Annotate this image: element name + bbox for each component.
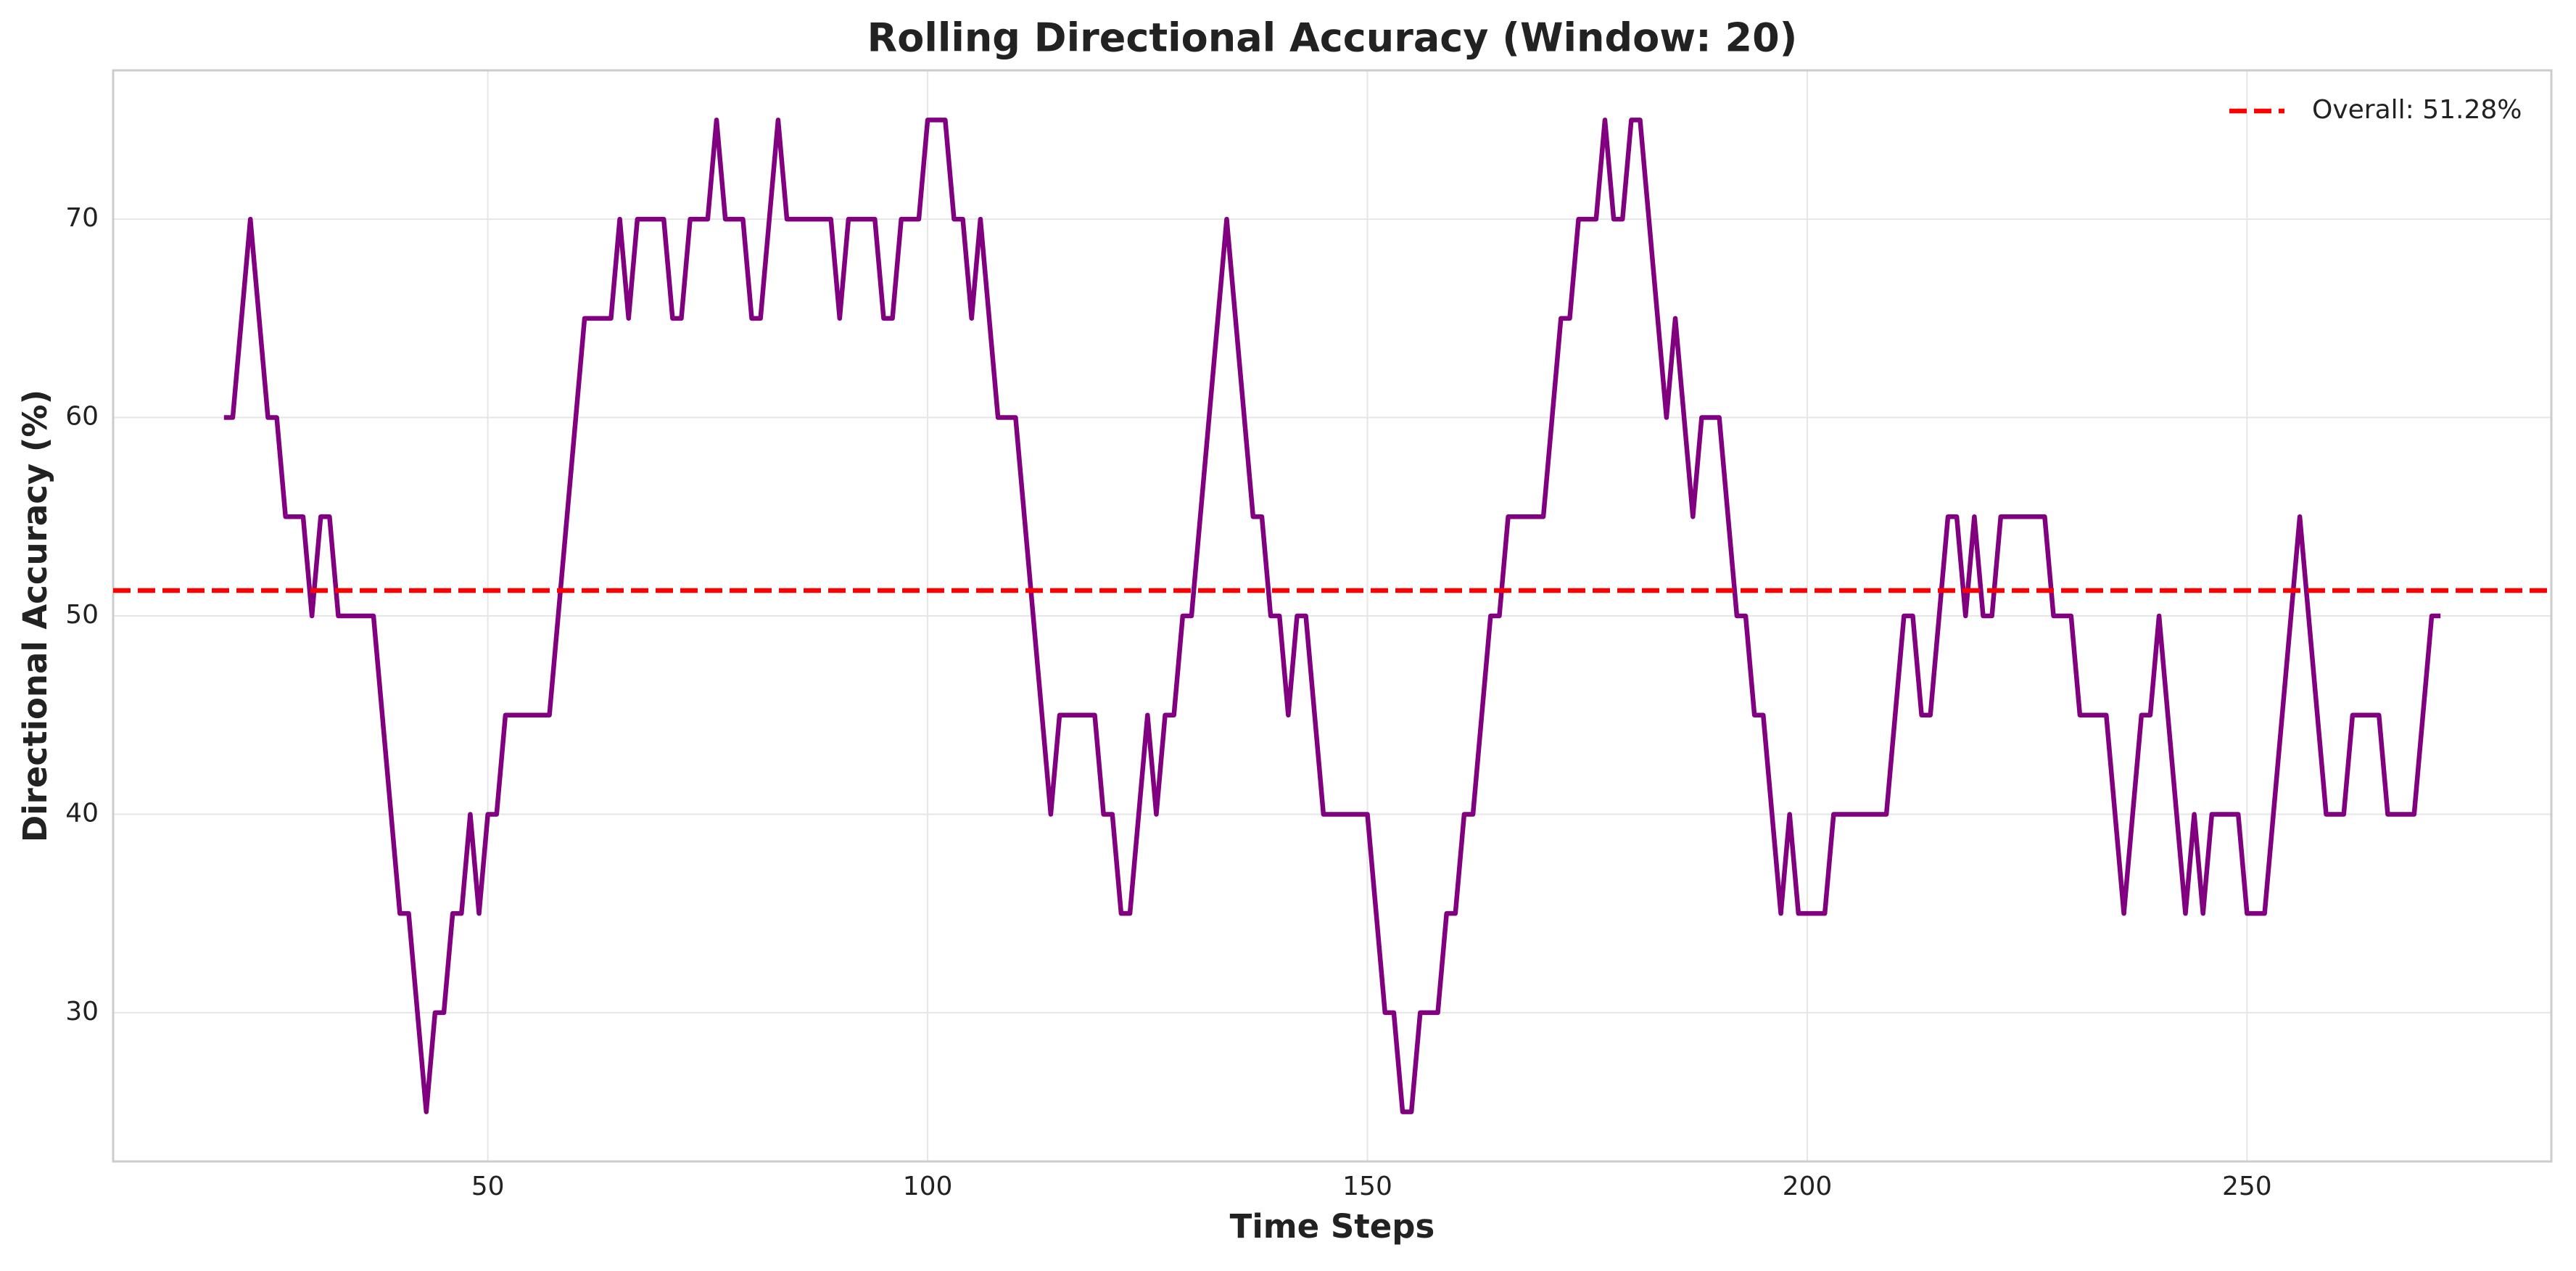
legend-label: Overall: 51.28% — [2312, 95, 2522, 125]
x-tick-label: 200 — [1783, 1172, 1833, 1201]
x-axis-label: Time Steps — [1230, 1207, 1435, 1246]
y-tick-label: 50 — [65, 600, 99, 630]
y-tick-label: 40 — [65, 798, 99, 828]
axes-frame — [112, 69, 2553, 1163]
x-tick-label: 150 — [1342, 1172, 1392, 1201]
x-tick-label: 50 — [471, 1172, 505, 1201]
y-tick-label: 70 — [65, 203, 99, 233]
chart-title: Rolling Directional Accuracy (Window: 20… — [867, 15, 1798, 61]
y-axis-label: Directional Accuracy (%) — [16, 390, 54, 842]
y-tick-label: 60 — [65, 402, 99, 432]
y-tick-label: 30 — [65, 997, 99, 1027]
x-tick-label: 100 — [903, 1172, 953, 1201]
x-tick-label: 250 — [2222, 1172, 2272, 1201]
data-line — [223, 118, 2441, 1114]
